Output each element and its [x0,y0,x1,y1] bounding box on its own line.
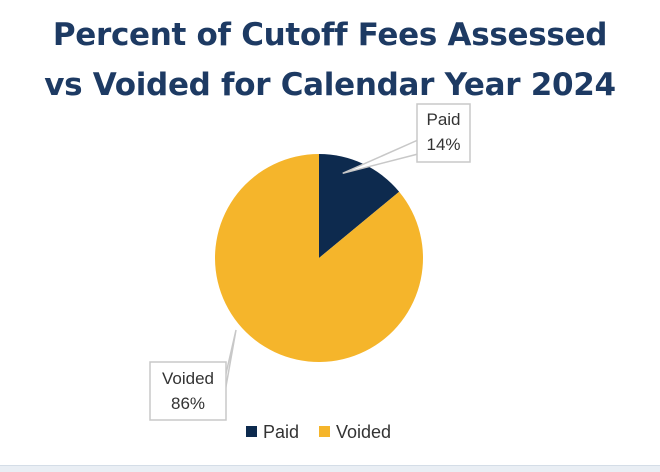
bottom-divider [0,465,660,472]
legend-label-voided: Voided [336,422,391,442]
voided-label-box [149,361,227,421]
voided-callout: Voided 86% [149,329,237,421]
legend-label-paid: Paid [263,422,299,442]
paid-label-name: Paid [426,110,460,129]
paid-label-box [416,103,471,163]
legend-swatch-paid [246,426,257,437]
pie-slice-paid [319,154,400,258]
chart-title-line-1: Percent of Cutoff Fees Assessed [52,17,608,53]
paid-callout: Paid 14% [342,103,471,175]
paid-leader-line [342,138,419,175]
legend-swatch-voided [319,426,330,437]
chart-title-line-2: vs Voided for Calendar Year 2024 [44,67,616,103]
chart-title: Percent of Cutoff Fees Assessed vs Voide… [0,10,660,110]
pie-slices [215,154,423,362]
voided-label-name: Voided [162,369,214,388]
pie-slice-voided [215,154,423,362]
voided-label-value: 86% [171,394,205,413]
legend: Paid Voided [246,422,391,442]
paid-label-value: 14% [426,135,460,154]
